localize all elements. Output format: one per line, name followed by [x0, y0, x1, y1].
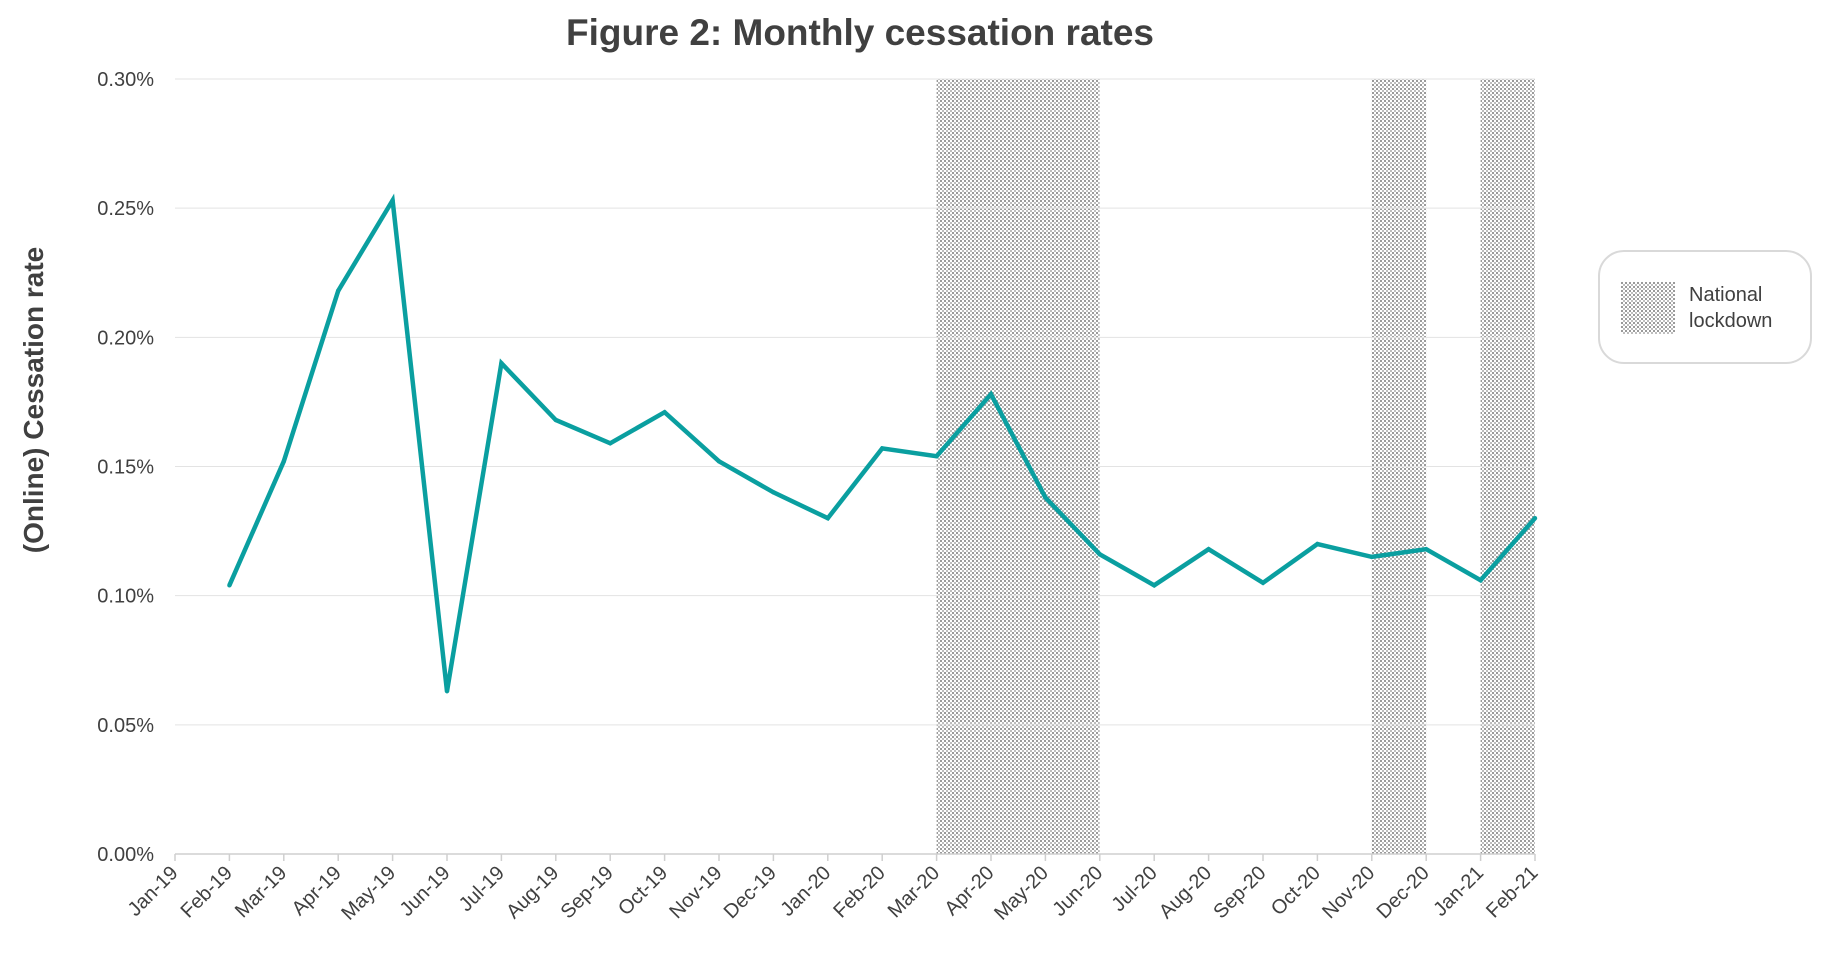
x-tick-label: Sep-20 [1209, 862, 1270, 923]
data-point [1315, 541, 1320, 547]
data-point [1532, 515, 1538, 521]
data-point [553, 417, 558, 423]
chart-title: Figure 2: Monthly cessation rates [565, 12, 1155, 53]
x-tick-label: May-19 [337, 862, 400, 925]
x-tick-label: Jan-21 [1429, 862, 1488, 921]
y-tick-label: 0.30% [97, 69, 154, 91]
x-tick-label: Jun-19 [396, 862, 455, 921]
data-point [771, 490, 776, 495]
data-point [1478, 577, 1483, 583]
y-tick-label: 0.10% [97, 586, 154, 608]
x-tick-label: Mar-19 [231, 862, 291, 922]
legend: National lockdown [1598, 250, 1812, 364]
x-tick-label: Jul-20 [1108, 862, 1162, 916]
x-tick-label: Apr-20 [941, 862, 999, 920]
data-point [281, 459, 286, 464]
axis-layer: 0.00% 0.05% 0.10% 0.15% 0.20% 0.25% 0.30% Jan-1… [97, 69, 1542, 925]
data-point [716, 459, 722, 464]
x-tick-label: Dec-19 [720, 862, 781, 923]
data-point [1152, 583, 1157, 588]
data-point [880, 446, 885, 451]
x-tick-label: Nov-20 [1318, 862, 1379, 923]
legend-swatch-national-lockdown [1621, 282, 1675, 334]
data-point [336, 288, 341, 294]
legend-label-national-lockdown: National lockdown [1689, 284, 1773, 332]
data-point [1097, 552, 1103, 557]
x-tick-label: Aug-19 [502, 862, 563, 923]
data-point [1206, 546, 1211, 552]
x-tick-label: Feb-21 [1482, 862, 1542, 922]
data-point [390, 198, 395, 203]
x-tick-label: Jun-20 [1049, 862, 1108, 921]
y-tick-label: 0.05% [97, 715, 154, 737]
data-point [934, 453, 939, 459]
series-layer [227, 193, 1538, 694]
x-tick-label: Feb-20 [829, 862, 889, 922]
x-tick-label: May-20 [990, 862, 1053, 925]
x-tick-label: Aug-20 [1155, 862, 1216, 923]
x-tick-label: Nov-19 [665, 862, 726, 923]
x-tick-label: Jan-19 [124, 862, 183, 921]
x-tick-label: Apr-19 [288, 862, 346, 920]
x-tick-label: Oct-19 [614, 862, 672, 920]
y-tick-label: 0.20% [97, 327, 154, 349]
data-point [1260, 580, 1266, 585]
data-point [227, 583, 232, 588]
series-line-0 [227, 193, 1537, 692]
data-point [1043, 495, 1048, 500]
x-tick-label: Jan-20 [777, 862, 836, 921]
gridlines-layer [175, 78, 1535, 726]
x-tick-label: Oct-20 [1267, 862, 1325, 920]
data-point [1424, 546, 1429, 552]
data-point [662, 410, 667, 415]
data-point [825, 515, 830, 521]
data-point [444, 689, 450, 694]
x-tick-label: Mar-20 [884, 862, 944, 922]
data-point [499, 360, 504, 366]
x-tick-label: Feb-19 [177, 862, 237, 922]
x-tick-label: Dec-20 [1373, 862, 1434, 923]
y-tick-label: 0.15% [97, 457, 154, 479]
data-point [1369, 554, 1375, 560]
x-tick-label: Jul-19 [455, 862, 509, 916]
data-point [608, 441, 613, 446]
x-tick-label: Sep-19 [557, 862, 618, 923]
data-point [988, 391, 994, 397]
y-tick-label: 0.00% [97, 844, 154, 866]
y-tick-label: 0.25% [97, 198, 154, 220]
